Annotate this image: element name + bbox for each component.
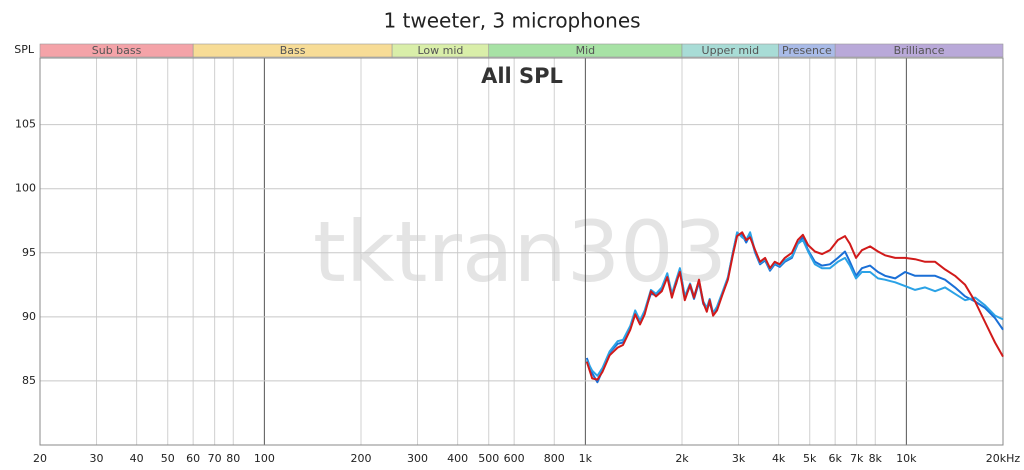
x-tick-label: 6k bbox=[828, 452, 842, 465]
x-tick-label: 60 bbox=[186, 452, 200, 465]
x-tick-label: 7k bbox=[850, 452, 864, 465]
plot-frame bbox=[39, 57, 1004, 446]
x-tick-label: 5k bbox=[803, 452, 817, 465]
x-tick-label: 4k bbox=[772, 452, 786, 465]
chart-subtitle: All SPL bbox=[481, 64, 563, 88]
band-label: Bass bbox=[280, 44, 306, 57]
x-tick-label: 500 bbox=[478, 452, 499, 465]
band-label: Sub bass bbox=[92, 44, 142, 57]
series-line bbox=[585, 231, 1004, 381]
x-tick-label: 200 bbox=[351, 452, 372, 465]
x-tick-label: 50 bbox=[161, 452, 175, 465]
y-axis-label: SPL bbox=[14, 43, 35, 56]
x-tick-label: 800 bbox=[544, 452, 565, 465]
x-tick-label: 20kHz bbox=[986, 452, 1021, 465]
x-tick-label: 20 bbox=[33, 452, 47, 465]
x-tick-label: 600 bbox=[504, 452, 525, 465]
band-label: Mid bbox=[576, 44, 596, 57]
x-tick-label: 300 bbox=[407, 452, 428, 465]
band-label: Presence bbox=[782, 44, 832, 57]
x-tick-label: 40 bbox=[130, 452, 144, 465]
band-label: Upper mid bbox=[702, 44, 760, 57]
y-tick-label: 105 bbox=[15, 118, 36, 131]
band-label: Low mid bbox=[417, 44, 463, 57]
chart-title: 1 tweeter, 3 microphones bbox=[383, 9, 640, 33]
x-tick-label: 8k bbox=[869, 452, 883, 465]
x-tick-label: 80 bbox=[226, 452, 240, 465]
x-tick-label: 3k bbox=[732, 452, 746, 465]
y-tick-label: 85 bbox=[22, 374, 36, 387]
x-tick-label: 70 bbox=[208, 452, 222, 465]
y-tick-label: 90 bbox=[22, 310, 36, 323]
y-tick-label: 95 bbox=[22, 246, 36, 259]
x-tick-label: 100 bbox=[254, 452, 275, 465]
x-tick-label: 2k bbox=[675, 452, 689, 465]
x-tick-label: 30 bbox=[90, 452, 104, 465]
band-label: Brilliance bbox=[894, 44, 945, 57]
x-tick-label: 400 bbox=[447, 452, 468, 465]
watermark: tktran303 bbox=[313, 203, 727, 301]
x-tick-label: 10k bbox=[896, 452, 917, 465]
band bbox=[834, 43, 1004, 58]
x-tick-label: 1k bbox=[579, 452, 593, 465]
y-tick-label: 100 bbox=[15, 182, 36, 195]
